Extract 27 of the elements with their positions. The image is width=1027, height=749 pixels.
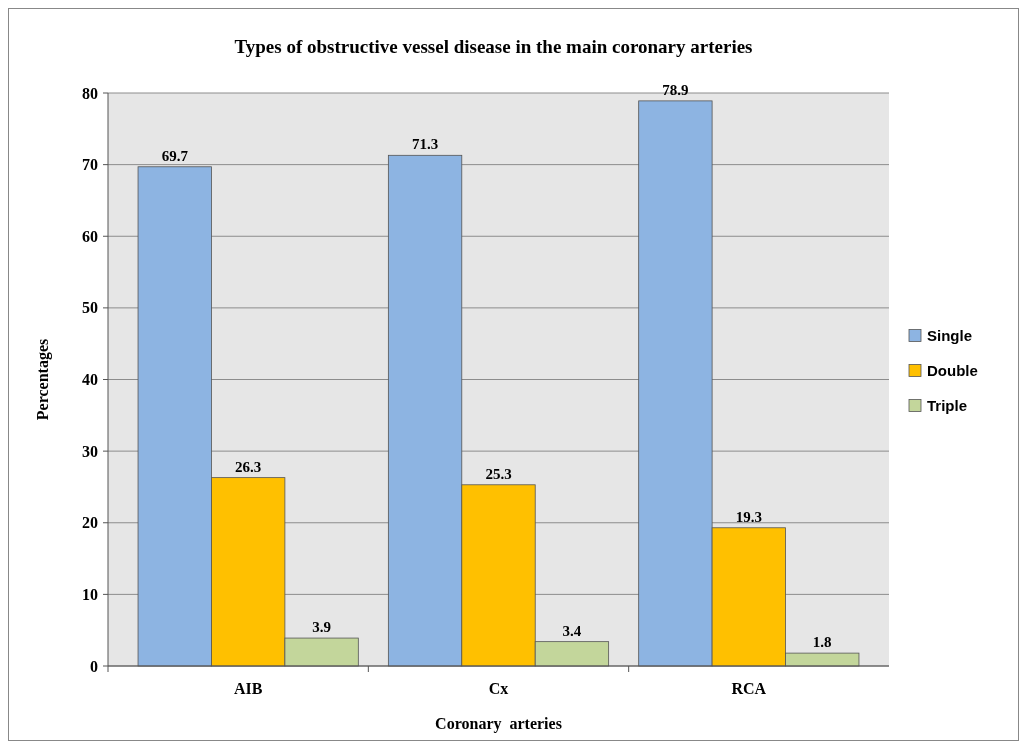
y-tick-label: 20 <box>82 514 98 532</box>
y-tick-label: 80 <box>82 84 98 102</box>
data-label: 26.3 <box>235 458 262 475</box>
y-tick-label: 50 <box>82 299 98 317</box>
y-tick-label: 30 <box>82 442 98 460</box>
y-tick-label: 70 <box>82 156 98 174</box>
data-label: 69.7 <box>161 147 189 164</box>
data-label: 1.8 <box>812 634 832 651</box>
data-label: 3.4 <box>562 622 582 639</box>
data-label: 78.9 <box>662 81 689 98</box>
x-axis-title: Coronary arteries <box>435 715 562 733</box>
data-label: 71.3 <box>411 136 439 153</box>
chart-title: Types of obstructive vessel disease in the main coronary arteries <box>234 36 753 57</box>
y-tick-label: 10 <box>82 585 98 603</box>
y-axis-title: Percentages <box>34 338 52 421</box>
y-tick-label: 60 <box>82 227 98 245</box>
x-tick-label: Cx <box>488 680 509 697</box>
legend-label: Single <box>927 326 973 344</box>
data-label: 25.3 <box>485 465 512 482</box>
y-tick-label: 40 <box>82 371 98 389</box>
legend-label: Triple <box>927 396 968 414</box>
data-label: 19.3 <box>735 508 762 525</box>
x-tick-label: RCA <box>731 680 767 697</box>
legend-label: Double <box>927 361 978 379</box>
x-tick-label: AIB <box>233 680 263 697</box>
y-tick-label: 0 <box>90 657 98 675</box>
data-label: 3.9 <box>312 619 331 636</box>
